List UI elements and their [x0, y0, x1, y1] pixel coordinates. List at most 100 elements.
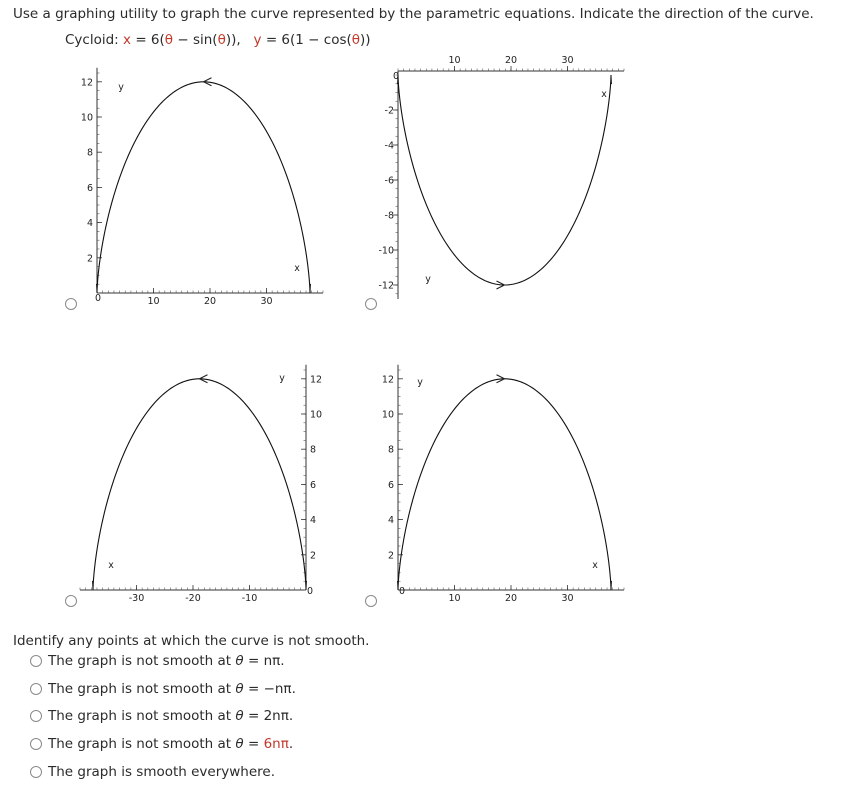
- smooth-option-4-label: The graph is not smooth at θ = 6nπ.: [48, 736, 293, 752]
- smooth-option-2-prefix: The graph is not smooth at: [48, 681, 236, 697]
- y-tick-label: 4: [310, 515, 316, 526]
- direction-arrow: [496, 280, 506, 290]
- x-tick-label: 10: [147, 296, 159, 307]
- graph-option-c-radio[interactable]: [65, 595, 77, 607]
- y-tick-label: 8: [310, 445, 316, 456]
- smooth-option-4[interactable]: The graph is not smooth at θ = 6nπ.: [30, 735, 293, 753]
- y-tick-label: 2: [87, 253, 93, 264]
- equation-x-rhs-mid: − sin(: [173, 32, 218, 48]
- y-tick-label: 6: [310, 480, 316, 491]
- y-tick-label: 4: [388, 515, 394, 526]
- x-tick-label: 10: [448, 593, 460, 604]
- origin-label: 0: [95, 293, 101, 304]
- smooth-option-1[interactable]: The graph is not smooth at θ = nπ.: [30, 652, 285, 670]
- smooth-option-2-value: −nπ: [263, 681, 292, 697]
- cycloid-curve: [397, 378, 612, 590]
- x-tick-label: -30: [129, 593, 145, 604]
- x-axis-label: x: [294, 263, 300, 274]
- y-tick-label: 4: [87, 218, 93, 229]
- question-text: Use a graphing utility to graph the curv…: [13, 6, 814, 22]
- smooth-option-5-radio[interactable]: [30, 766, 42, 778]
- graph-option-d-radio[interactable]: [365, 595, 377, 607]
- smooth-option-1-label: The graph is not smooth at θ = nπ.: [48, 653, 285, 669]
- y-tick-label: -8: [385, 211, 394, 222]
- x-tick-label: 20: [505, 55, 517, 66]
- smooth-option-1-radio[interactable]: [30, 655, 42, 667]
- y-axis-label: y: [417, 377, 423, 388]
- y-tick-label: 10: [81, 113, 93, 124]
- y-tick-label: 10: [310, 410, 322, 421]
- smooth-option-3-radio[interactable]: [30, 710, 42, 722]
- x-axis-label: x: [601, 89, 607, 100]
- smooth-option-3-theta: θ: [235, 708, 244, 724]
- cycloid-curve: [397, 75, 612, 286]
- smooth-option-2-label: The graph is not smooth at θ = −nπ.: [48, 681, 296, 697]
- smooth-option-3[interactable]: The graph is not smooth at θ = 2nπ.: [30, 707, 293, 725]
- y-tick-label: 6: [87, 183, 93, 194]
- x-tick-label: 30: [260, 296, 272, 307]
- graph-d: 10 20 30 2 4 6 8 10 12 0 x y: [382, 364, 625, 604]
- x-tick-label: -20: [185, 593, 201, 604]
- x-axis-label: x: [592, 560, 598, 571]
- equation-x-var: x: [123, 32, 132, 48]
- smooth-option-2-radio[interactable]: [30, 683, 42, 695]
- smooth-option-1-theta: θ: [235, 653, 244, 669]
- smooth-option-4-eq: =: [243, 736, 264, 752]
- smooth-option-3-eq: =: [243, 708, 264, 724]
- graph-option-b-radio[interactable]: [365, 298, 377, 310]
- x-axis-label: x: [108, 560, 114, 571]
- equation-theta-2: θ: [217, 32, 226, 48]
- graph-option-a-radio[interactable]: [65, 298, 77, 310]
- smooth-option-1-prefix: The graph is not smooth at: [48, 653, 236, 669]
- y-tick-label: 8: [87, 148, 93, 159]
- smooth-option-1-suffix: .: [280, 653, 285, 669]
- smooth-option-2-suffix: .: [291, 681, 296, 697]
- equation-name: Cycloid:: [65, 32, 119, 48]
- smooth-option-1-eq: =: [243, 653, 264, 669]
- equation-y-rhs-prefix: = 6(1 − cos(: [265, 32, 352, 48]
- x-tick-label: 20: [505, 593, 517, 604]
- y-tick-label: 10: [382, 410, 394, 421]
- smooth-option-5[interactable]: The graph is smooth everywhere.: [30, 763, 275, 781]
- smooth-option-4-suffix: .: [288, 736, 294, 752]
- equation-y-rhs-end: )): [360, 32, 371, 48]
- graph-c: -30 -20 -10 2 4 6 8 10 12 0 x y: [79, 364, 322, 604]
- graph-b: 10 20 30 -2 -4 -6 -8 -10 -12 0 x y: [378, 55, 625, 299]
- y-axis-label: y: [118, 82, 124, 93]
- cycloid-curve: [92, 378, 307, 590]
- direction-arrow: [202, 77, 212, 87]
- y-tick-label: -10: [378, 246, 394, 257]
- graph-a: 10 20 30 2 4 6 8 10 12 0 x y: [81, 67, 324, 307]
- y-tick-label: -12: [378, 281, 394, 292]
- x-tick-label: 30: [561, 593, 573, 604]
- x-tick-label: 20: [204, 296, 216, 307]
- smooth-option-5-prefix: The graph is smooth everywhere.: [48, 764, 276, 780]
- y-tick-label: 2: [388, 550, 394, 561]
- y-tick-label: -6: [385, 176, 394, 187]
- smooth-option-3-prefix: The graph is not smooth at: [48, 708, 236, 724]
- direction-arrow: [198, 374, 208, 384]
- smooth-option-3-label: The graph is not smooth at θ = 2nπ.: [48, 708, 293, 724]
- equation-y-var: y: [253, 32, 262, 48]
- y-tick-label: -2: [385, 106, 394, 117]
- origin-label: 0: [399, 586, 405, 597]
- x-tick-label: 10: [448, 55, 460, 66]
- y-tick-label: 12: [310, 374, 322, 385]
- smooth-option-1-value: nπ: [263, 653, 281, 669]
- y-tick-label: 8: [388, 445, 394, 456]
- x-tick-label: -10: [242, 593, 258, 604]
- origin-label: 0: [307, 586, 313, 597]
- equation-line: Cycloid: x = 6(θ − sin(θ)), y = 6(1 − co…: [65, 32, 371, 48]
- smooth-option-2-eq: =: [243, 681, 264, 697]
- smooth-option-3-suffix: .: [288, 708, 294, 724]
- y-axis-label: y: [425, 274, 431, 285]
- equation-theta-3: θ: [351, 32, 361, 48]
- y-tick-label: 6: [388, 480, 394, 491]
- smooth-option-2[interactable]: The graph is not smooth at θ = −nπ.: [30, 680, 296, 698]
- smooth-option-4-radio[interactable]: [30, 738, 42, 750]
- equation-x-rhs-prefix: = 6(: [135, 32, 165, 48]
- equation-x-rhs-end: )),: [225, 32, 241, 48]
- smooth-option-4-prefix: The graph is not smooth at: [48, 736, 236, 752]
- y-axis-label: y: [279, 373, 285, 384]
- smooth-option-4-value: 6nπ: [263, 736, 289, 752]
